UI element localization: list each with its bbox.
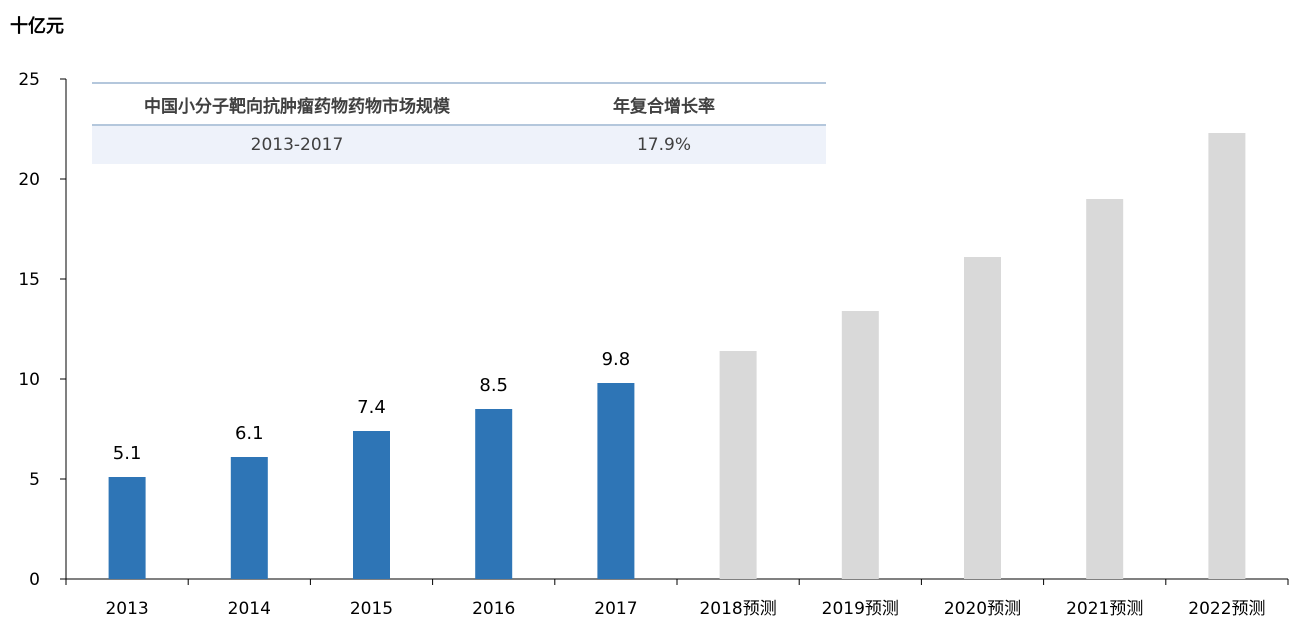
table-header-market-size: 中国小分子靶向抗肿瘤药物药物市场规模 <box>92 82 502 126</box>
bar-2017 <box>597 383 635 579</box>
x-tick-label: 2015 <box>350 599 393 619</box>
x-tick-label: 2020预测 <box>944 599 1021 619</box>
data-label: 7.4 <box>357 397 386 418</box>
x-tick-label: 2013 <box>105 599 148 619</box>
table-row: 2013-2017 17.9% <box>92 125 826 164</box>
x-tick-label: 2021预测 <box>1066 599 1143 619</box>
y-tick-label: 5 <box>29 470 40 490</box>
bar-2021预测 <box>1086 199 1124 579</box>
data-label: 5.1 <box>113 443 142 464</box>
data-label: 8.5 <box>479 375 508 396</box>
bar-2022预测 <box>1208 133 1246 579</box>
table-header-row: 中国小分子靶向抗肿瘤药物药物市场规模 年复合增长率 <box>92 82 826 126</box>
table-cell-period: 2013-2017 <box>92 125 502 164</box>
x-tick-label: 2022预测 <box>1188 599 1265 619</box>
y-tick-label: 20 <box>18 170 40 190</box>
x-tick-label: 2017 <box>594 599 637 619</box>
x-tick-label: 2016 <box>472 599 515 619</box>
data-label: 6.1 <box>235 423 264 444</box>
cagr-table: 中国小分子靶向抗肿瘤药物药物市场规模 年复合增长率 2013-2017 17.9… <box>92 82 826 164</box>
y-axis-unit-label: 十亿元 <box>10 16 64 37</box>
bar-2013 <box>108 477 146 579</box>
table-header-cagr: 年复合增长率 <box>502 82 826 126</box>
y-tick-label: 0 <box>29 570 40 590</box>
y-tick-label: 25 <box>18 70 40 90</box>
bar-2016 <box>475 409 513 579</box>
bar-2018预测 <box>719 351 757 579</box>
table-cell-cagr-value: 17.9% <box>502 125 826 164</box>
y-tick-label: 15 <box>18 270 40 290</box>
bar-2015 <box>353 431 390 579</box>
bar-2014 <box>230 457 268 579</box>
x-tick-label: 2018预测 <box>699 599 776 619</box>
x-tick-label: 2019预测 <box>822 599 899 619</box>
bar-2020预测 <box>964 257 1001 579</box>
data-label: 9.8 <box>602 349 631 370</box>
x-tick-label: 2014 <box>228 599 271 619</box>
y-tick-label: 10 <box>18 370 40 390</box>
bar-2019预测 <box>841 311 879 579</box>
